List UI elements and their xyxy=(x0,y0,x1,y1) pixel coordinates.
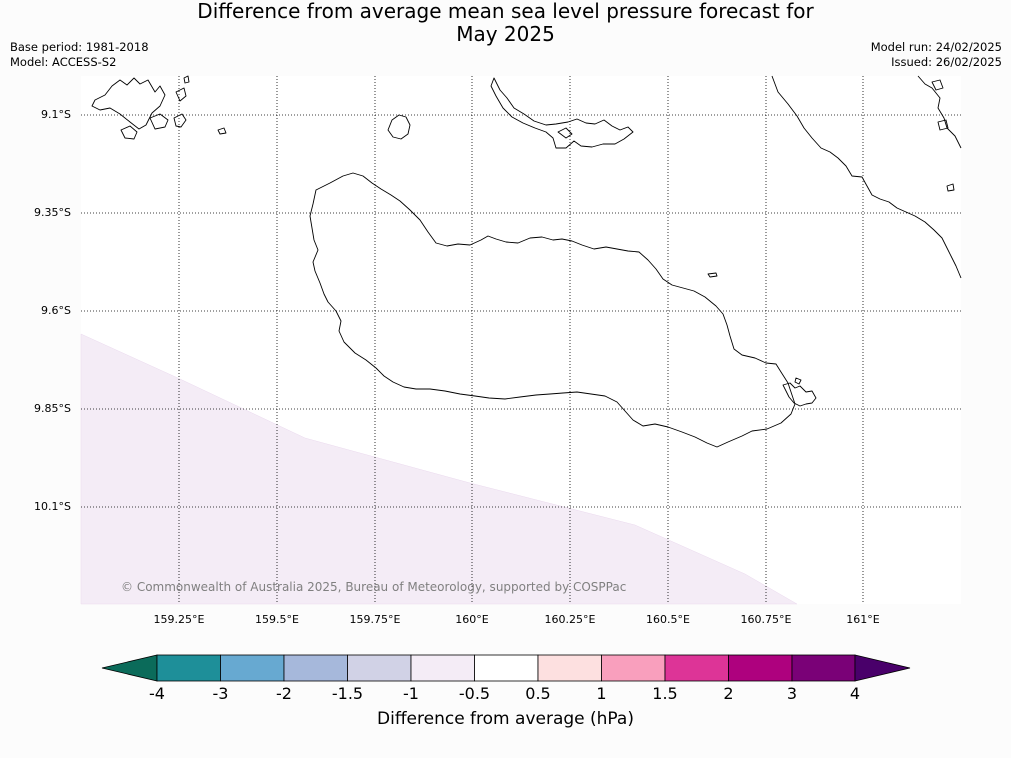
islet-east xyxy=(707,272,718,278)
colorbar-bin-7 xyxy=(537,654,602,682)
title-line-1: Difference from average mean sea level p… xyxy=(197,0,814,23)
nw-island-4 xyxy=(173,113,187,128)
colorbar-title: Difference from average (hPa) xyxy=(377,709,634,729)
lat-label-10.1: 10.1°S xyxy=(34,500,71,513)
nw-island-5 xyxy=(175,87,187,102)
florida-islet xyxy=(557,127,573,139)
lon-label-160: 160°E xyxy=(455,613,489,626)
colorbar-bin-4 xyxy=(347,654,412,682)
colorbar-tick-label: 2 xyxy=(723,684,734,703)
malaita-islet-2 xyxy=(937,119,949,131)
colorbar-tick-label: -3 xyxy=(212,684,229,703)
colorbar-bin-6 xyxy=(474,654,539,682)
anomaly-shaded-region xyxy=(80,333,798,605)
colorbar-bin-10 xyxy=(728,654,793,682)
lon-label-160.25: 160.25°E xyxy=(544,613,596,626)
malaita-islet-3 xyxy=(946,183,955,192)
colorbar-bin-5 xyxy=(410,654,475,682)
malaita-coastline xyxy=(771,75,962,279)
colorbar-bin-9 xyxy=(664,654,729,682)
colorbar-bin-11 xyxy=(791,654,856,682)
base-period: Base period: 1981-2018 xyxy=(10,40,149,54)
colorbar-tick-label: 3 xyxy=(786,684,798,703)
lat-label-9.6: 9.6°S xyxy=(41,304,71,317)
nw-island-3 xyxy=(149,113,169,130)
colorbar-tick-label: -4 xyxy=(149,684,165,703)
colorbar-tick-label: -1 xyxy=(403,684,419,703)
nw-island-6 xyxy=(217,127,227,135)
colorbar-bin-1 xyxy=(156,654,221,682)
meta-left: Base period: 1981-2018 Model: ACCESS-S2 xyxy=(10,40,149,70)
colorbar-bin-8 xyxy=(601,654,666,682)
lat-label-9.35: 9.35°S xyxy=(34,206,71,219)
nw-island-7 xyxy=(183,75,190,84)
colorbar-over-triangle xyxy=(854,654,911,682)
lat-label-9.85: 9.85°S xyxy=(34,402,71,415)
colorbar-tick-label: 1.5 xyxy=(652,684,678,703)
malaita-north xyxy=(917,75,962,149)
model-run: Model run: 24/02/2025 xyxy=(870,40,1002,54)
colorbar-tick-label: -1.5 xyxy=(331,684,364,703)
lon-label-160.75: 160.75°E xyxy=(740,613,792,626)
colorbar-tick-label: -2 xyxy=(276,684,292,703)
nw-island-2 xyxy=(120,125,138,140)
lon-label-159.75: 159.75°E xyxy=(349,613,401,626)
colorbar xyxy=(101,654,911,682)
copyright-notice: © Commonwealth of Australia 2025, Bureau… xyxy=(121,580,627,594)
malaita-islet-1 xyxy=(931,79,944,91)
colorbar-tick-label: 0.5 xyxy=(525,684,551,703)
florida-islands xyxy=(490,77,634,149)
colorbar-tick-label: -0.5 xyxy=(458,684,491,703)
colorbar-tick-label: 4 xyxy=(849,684,861,703)
lat-label-9.1: 9.1°S xyxy=(41,108,71,121)
colorbar-tick-label: 1 xyxy=(596,684,607,703)
meta-right: Model run: 24/02/2025 Issued: 26/02/2025 xyxy=(871,40,1002,70)
gridlines xyxy=(81,76,961,604)
colorbar-under-triangle xyxy=(101,654,158,682)
lon-label-161: 161°E xyxy=(846,613,880,626)
colorbar-bin-2 xyxy=(220,654,285,682)
lon-label-159.25: 159.25°E xyxy=(153,613,205,626)
title-line-2: May 2025 xyxy=(456,22,555,46)
savo-island xyxy=(387,114,411,140)
model-name: Model: ACCESS-S2 xyxy=(10,55,117,69)
lon-label-160.5: 160.5°E xyxy=(646,613,690,626)
nw-islands xyxy=(91,77,166,130)
coastlines xyxy=(91,75,962,448)
colorbar-bin-3 xyxy=(283,654,348,682)
marau-islets xyxy=(782,382,817,407)
map-title: Difference from average mean sea level p… xyxy=(0,0,1011,46)
marau-islet-2 xyxy=(794,377,802,385)
lon-label-159.5: 159.5°E xyxy=(255,613,299,626)
issued-date: Issued: 26/02/2025 xyxy=(891,55,1002,69)
